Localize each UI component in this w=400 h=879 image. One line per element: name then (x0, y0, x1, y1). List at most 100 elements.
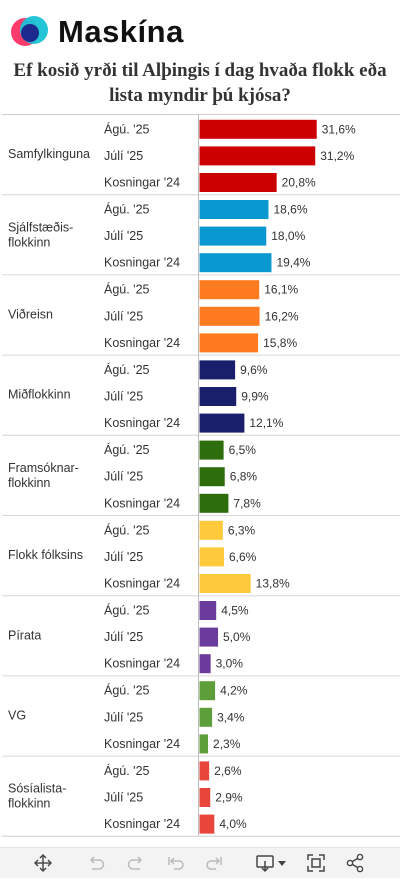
period-label: Júlí '25 (104, 390, 143, 404)
period-label: Júlí '25 (104, 550, 143, 564)
value-label: 2,9% (215, 791, 243, 805)
undo-icon[interactable] (85, 852, 107, 874)
bar[interactable] (199, 814, 215, 834)
group-label: Viðreisn (8, 308, 53, 322)
bar[interactable] (199, 280, 260, 300)
period-label: Ágú. '25 (104, 603, 150, 618)
period-label: Ágú. '25 (104, 763, 150, 778)
bar[interactable] (199, 734, 209, 754)
period-label: Kosningar '24 (104, 176, 180, 190)
forward-icon[interactable] (203, 852, 225, 874)
value-label: 9,6% (240, 363, 268, 377)
period-label: Júlí '25 (104, 229, 143, 243)
value-label: 20,8% (282, 176, 316, 190)
brand-name: Maskína (58, 14, 184, 49)
bar[interactable] (199, 574, 251, 593)
group-label: Samfylkinguna (8, 147, 90, 161)
bar[interactable] (199, 493, 229, 513)
period-label: Kosningar '24 (104, 256, 180, 270)
maskina-logo (11, 16, 48, 46)
bar[interactable] (199, 440, 224, 460)
period-label: Ágú. '25 (104, 282, 150, 297)
value-label: 4,0% (219, 817, 247, 831)
group-label: flokkinn (8, 235, 50, 249)
group-label: flokkinn (8, 797, 50, 811)
value-label: 2,3% (213, 737, 241, 751)
group-label: Framsóknar- (8, 461, 79, 475)
period-label: Ágú. '25 (104, 442, 150, 457)
period-label: Júlí '25 (104, 791, 143, 805)
group-label: Miðflokkinn (8, 388, 71, 402)
period-label: Kosningar '24 (104, 657, 180, 671)
value-label: 6,6% (229, 550, 257, 564)
bar[interactable] (199, 413, 245, 433)
bar[interactable] (199, 146, 316, 166)
dropdown-caret-icon[interactable] (272, 852, 294, 874)
move-icon[interactable] (32, 852, 54, 874)
bar[interactable] (199, 547, 224, 567)
bar[interactable] (199, 226, 267, 246)
value-label: 19,4% (276, 256, 310, 270)
value-label: 16,2% (265, 309, 299, 323)
value-label: 31,2% (320, 149, 354, 163)
group-label: Sósíalista- (8, 782, 66, 796)
bar[interactable] (199, 333, 259, 353)
bar[interactable] (199, 253, 272, 273)
bar[interactable] (199, 387, 237, 406)
value-label: 9,9% (241, 390, 269, 404)
period-label: Kosningar '24 (104, 416, 180, 430)
redo-icon[interactable] (125, 852, 147, 874)
period-label: Kosningar '24 (104, 336, 180, 350)
bar[interactable] (199, 707, 213, 727)
share-icon[interactable] (344, 852, 366, 874)
period-label: Júlí '25 (104, 309, 143, 323)
value-label: 2,6% (214, 764, 242, 778)
period-label: Kosningar '24 (104, 577, 180, 591)
value-label: 6,3% (228, 523, 256, 537)
value-label: 12,1% (249, 416, 283, 430)
value-label: 18,6% (273, 203, 307, 217)
value-label: 18,0% (271, 229, 305, 243)
period-label: Ágú. '25 (104, 683, 150, 698)
value-label: 15,8% (263, 336, 297, 350)
bar[interactable] (199, 761, 210, 781)
value-label: 4,2% (220, 684, 248, 698)
toolbar (0, 847, 400, 878)
download-icon[interactable] (254, 852, 276, 874)
bar[interactable] (199, 654, 211, 674)
period-label: Ágú. '25 (104, 121, 150, 136)
value-label: 13,8% (256, 577, 290, 591)
bar[interactable] (199, 467, 225, 487)
bar[interactable] (199, 173, 277, 192)
group-label: VG (8, 709, 26, 723)
group-label: Sjálfstæðis- (8, 220, 73, 234)
period-label: Júlí '25 (104, 149, 143, 163)
fullscreen-icon[interactable] (305, 852, 327, 874)
bar[interactable] (199, 601, 217, 620)
period-label: Ágú. '25 (104, 362, 150, 377)
brand: Maskína (10, 10, 270, 54)
value-label: 31,6% (322, 122, 356, 136)
period-label: Ágú. '25 (104, 522, 150, 537)
bar[interactable] (199, 119, 317, 139)
value-label: 6,8% (230, 470, 258, 484)
bar[interactable] (199, 520, 223, 540)
period-label: Júlí '25 (104, 630, 143, 644)
bar[interactable] (199, 200, 269, 219)
bar[interactable] (199, 681, 216, 701)
value-label: 3,4% (217, 710, 245, 724)
group-label: Flokk fólksins (8, 548, 83, 562)
value-label: 4,5% (221, 604, 249, 618)
group-label: Pírata (8, 628, 41, 642)
revert-icon[interactable] (165, 852, 187, 874)
bar[interactable] (199, 627, 219, 647)
period-label: Ágú. '25 (104, 202, 150, 217)
bar[interactable] (199, 360, 236, 380)
period-label: Kosningar '24 (104, 737, 180, 751)
value-label: 5,0% (223, 630, 251, 644)
group-label: flokkinn (8, 476, 50, 490)
bar[interactable] (199, 788, 211, 807)
period-label: Kosningar '24 (104, 496, 180, 510)
bar[interactable] (199, 306, 260, 326)
bar-chart: Samfylkinguna Ágú. '25 31,6% Júlí '25 31,2% K… (2, 114, 400, 837)
